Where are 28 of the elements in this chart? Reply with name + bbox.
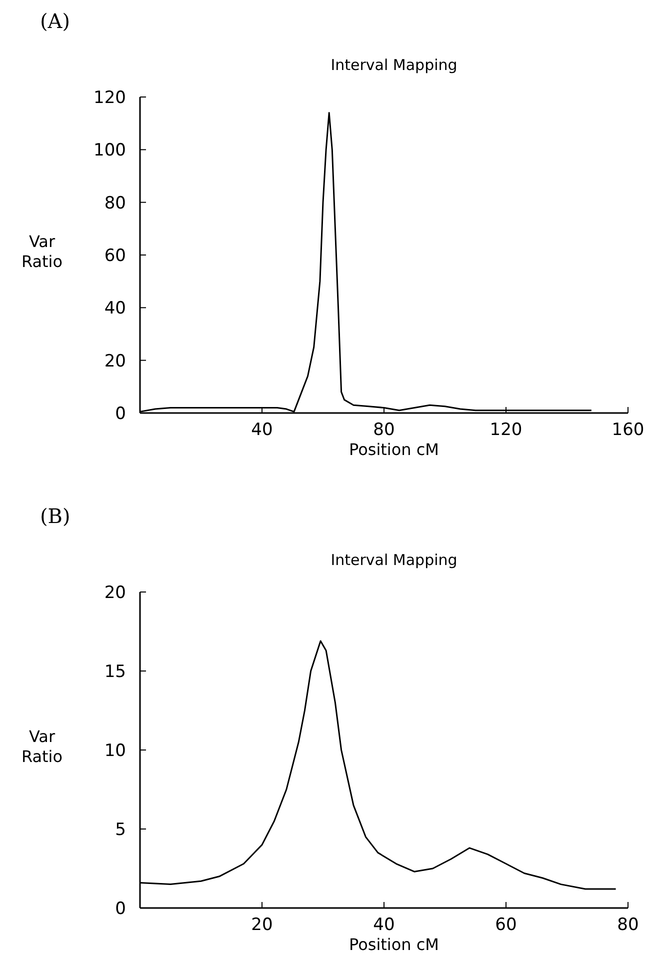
- y-tick-label: 5: [115, 820, 126, 840]
- text: (B): [40, 504, 70, 528]
- y-tick-label: 0: [115, 899, 126, 919]
- chart-title: Interval Mapping: [330, 551, 458, 569]
- x-tick-label: 40: [251, 420, 273, 440]
- y-axis-title: Var Ratio: [21, 727, 63, 766]
- y-tick-label: 20: [104, 583, 126, 603]
- x-tick-label: 20: [251, 915, 273, 935]
- y-tick-label: 80: [104, 193, 126, 214]
- chart-title: Interval Mapping: [330, 56, 458, 74]
- y-tick-label: 100: [94, 140, 126, 161]
- y-tick-label: 0: [115, 404, 126, 424]
- x-tick-label: 60: [495, 915, 517, 935]
- x-tick-label: 120: [490, 420, 522, 440]
- x-tick-label: 40: [373, 915, 395, 935]
- y-axis-title: Var Ratio: [21, 232, 63, 271]
- x-tick-label: 160: [612, 420, 644, 440]
- y-tick-label: 40: [104, 298, 126, 319]
- y-tick-label: 15: [104, 662, 126, 682]
- x-tick-label: 80: [617, 915, 639, 935]
- x-axis-title: Position cM: [349, 440, 439, 459]
- y-tick-label: 60: [104, 246, 126, 266]
- y-tick-label: 20: [104, 351, 126, 372]
- y-tick-label: 10: [104, 741, 126, 761]
- x-axis-title: Position cM: [349, 935, 439, 954]
- x-tick-label: 80: [373, 420, 395, 440]
- text: (A): [40, 9, 70, 33]
- y-tick-label: 120: [94, 88, 126, 108]
